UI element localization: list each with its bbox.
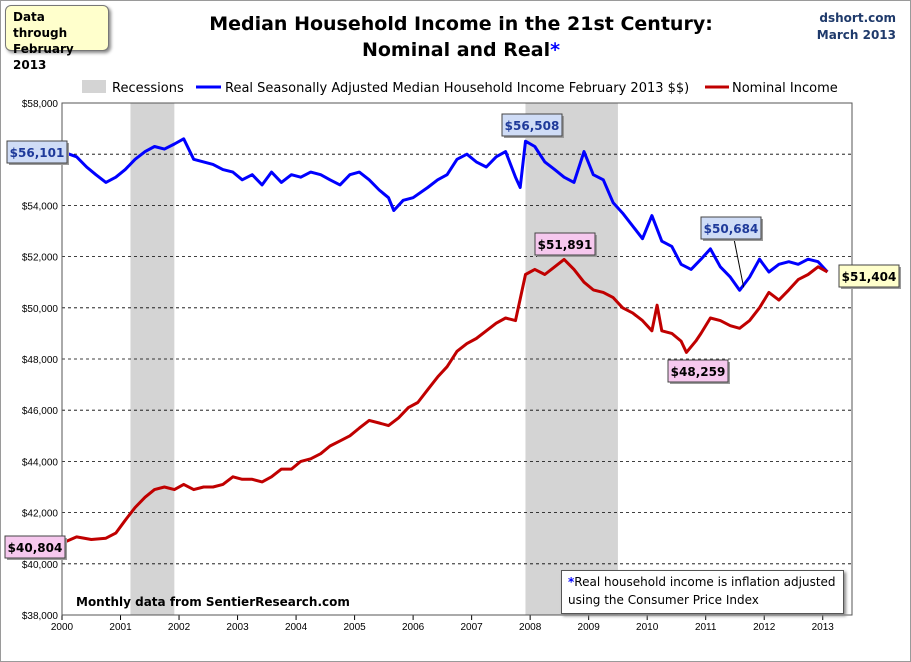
legend-real-label: Real Seasonally Adjusted Median Househol… (225, 81, 689, 96)
title-asterisk: * (550, 39, 561, 61)
cpi-line1: Real household income is inflation adjus… (574, 575, 836, 589)
callout-label: $56,508 (505, 119, 560, 133)
callout-label: $50,684 (704, 222, 759, 236)
x-tick-label: 2000 (51, 622, 74, 633)
data-source-note: Monthly data from SentierResearch.com (76, 595, 350, 609)
nominal-income-line (61, 257, 829, 545)
callout-label: $40,804 (8, 541, 63, 555)
legend-recession-swatch (82, 80, 106, 93)
y-tick-label: $38,000 (22, 611, 59, 622)
callout-label: $56,101 (10, 146, 65, 160)
source-credit: dshort.com March 2013 (817, 10, 896, 44)
callout-box (534, 232, 596, 256)
y-tick-label: $48,000 (22, 355, 59, 366)
plot-area-border (61, 102, 853, 616)
legend-nominal-label: Nominal Income (732, 81, 838, 96)
y-tick-label: $46,000 (22, 406, 59, 417)
cpi-footnote: *Real household income is inflation adju… (561, 570, 844, 614)
callout-box (501, 113, 563, 137)
x-tick-label: 2009 (578, 622, 601, 633)
y-tick-label: $58,000 (22, 99, 59, 110)
x-tick-label: 2013 (812, 622, 835, 633)
y-tick-label: $52,000 (22, 253, 59, 264)
x-tick-label: 2008 (519, 622, 542, 633)
source-site: dshort.com (819, 11, 896, 25)
chart-title-line2: Nominal and Real (361, 39, 551, 61)
callout-box (838, 264, 900, 288)
y-tick-label: $44,000 (22, 457, 59, 468)
callout-box (667, 359, 729, 383)
legend-recession-label: Recessions (112, 81, 184, 96)
x-tick-label: 2003 (226, 622, 249, 633)
callout-label: $51,404 (842, 270, 897, 284)
x-tick-label: 2006 (402, 622, 425, 633)
x-tick-label: 2010 (636, 622, 659, 633)
callout-box (700, 216, 762, 240)
x-tick-label: 2002 (168, 622, 191, 633)
x-tick-label: 2007 (461, 622, 484, 633)
callout-label: $48,259 (671, 365, 726, 379)
x-tick-label: 2012 (753, 622, 776, 633)
chart-title-line1: Median Household Income in the 21st Cent… (209, 13, 713, 35)
x-tick-label: 2011 (695, 622, 717, 633)
source-date: March 2013 (816, 28, 896, 42)
y-tick-label: $50,000 (22, 304, 59, 315)
x-tick-label: 2001 (109, 622, 132, 633)
data-through-note: Data through February 2013 (5, 5, 109, 72)
callout-leader (733, 238, 745, 288)
callout-box (4, 535, 66, 559)
callout-label: $51,891 (538, 238, 593, 252)
data-through-line1: Data through (13, 10, 68, 40)
callout-box (6, 140, 68, 164)
cpi-asterisk: * (568, 575, 575, 589)
y-tick-label: $42,000 (22, 509, 59, 520)
cpi-line2: using the Consumer Price Index (568, 593, 759, 607)
real-income-line (61, 137, 829, 292)
x-tick-label: 2005 (343, 622, 366, 633)
chart-title: Median Household Income in the 21st Cent… (161, 11, 761, 63)
data-through-line2: February 2013 (13, 42, 74, 72)
x-tick-label: 2004 (285, 622, 308, 633)
y-tick-label: $54,000 (22, 201, 59, 212)
y-tick-label: $40,000 (22, 560, 59, 571)
